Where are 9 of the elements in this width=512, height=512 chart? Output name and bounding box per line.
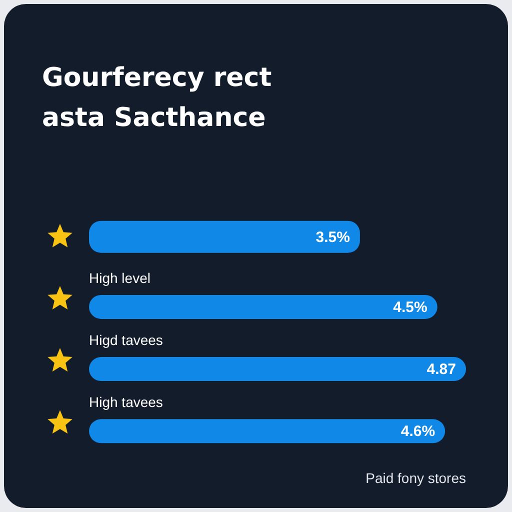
chart-title: Gourferecy rect asta Sacthance [42,63,272,133]
data-label: 4.5% [393,298,428,316]
text: Paid fony stores [366,470,466,486]
y-tick-label: High tavees [89,394,163,410]
data-label: 3.5% [316,228,350,246]
data-label: 4.87 [426,361,456,378]
data-label: 4.6% [400,423,436,440]
y-tick-label: High level [89,270,150,286]
y-tick-label: Higd tavees [89,332,163,348]
